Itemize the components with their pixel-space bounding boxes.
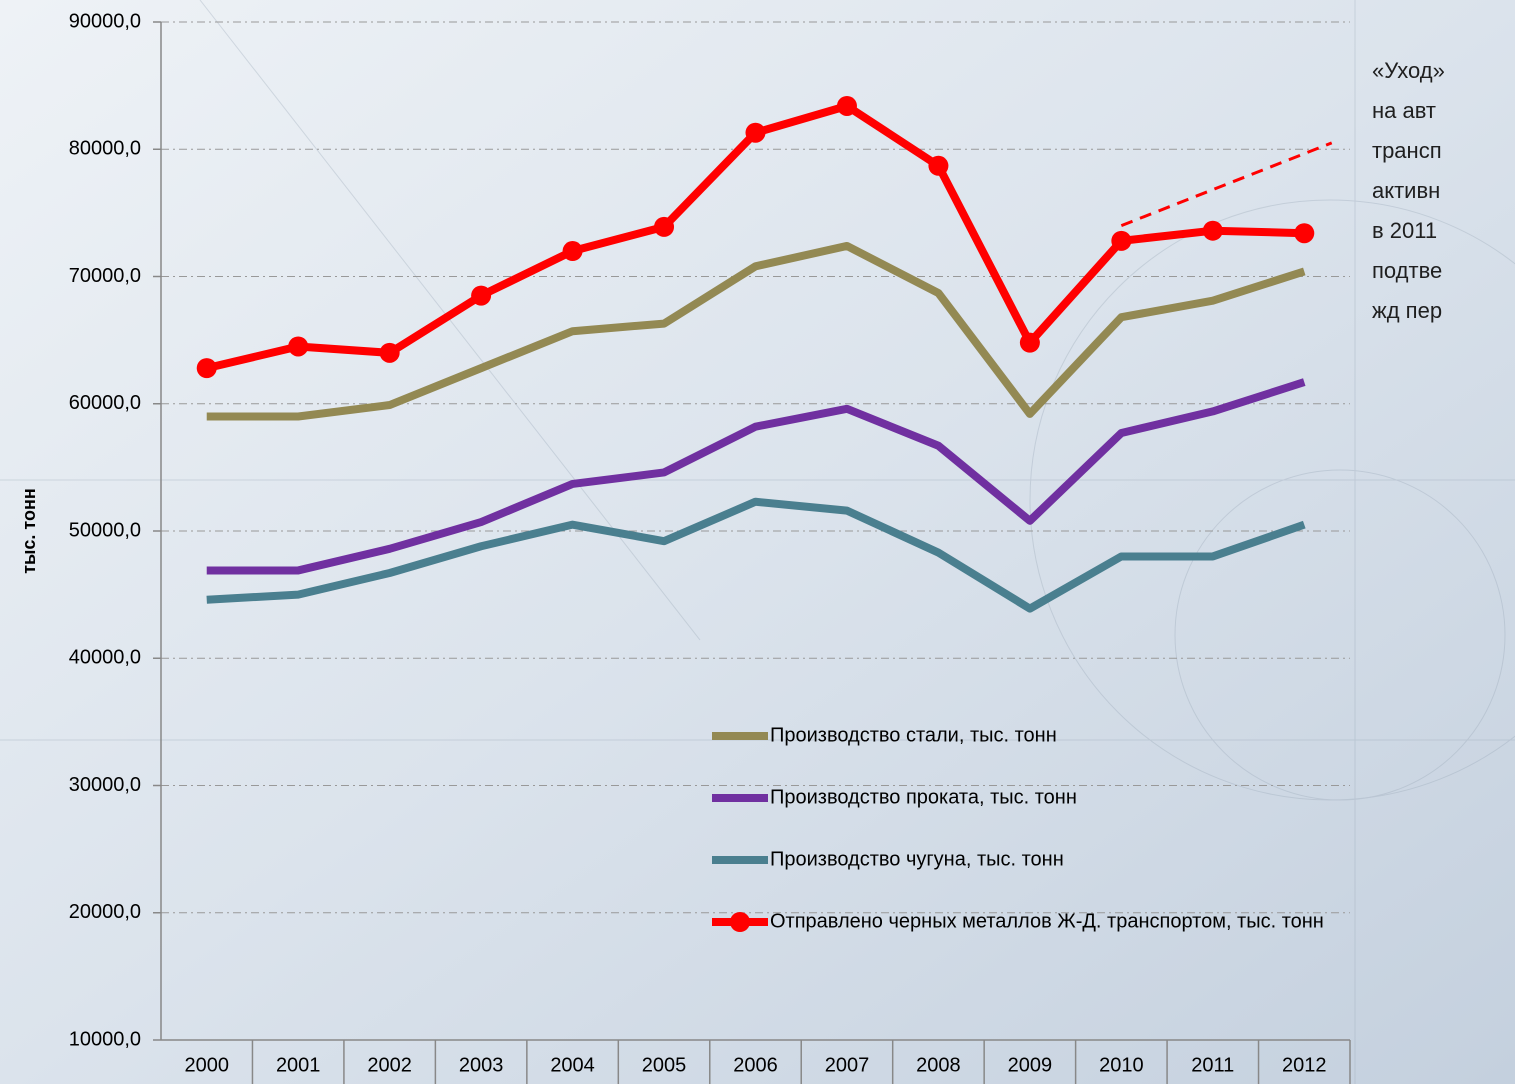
x-tick-label: 2010 [1099,1054,1144,1076]
data-point [1019,332,1040,353]
y-tick-label: 10000,0 [69,1028,141,1050]
x-tick-label: 2012 [1282,1054,1327,1076]
x-tick-label: 2006 [733,1054,778,1076]
legend-label: Производство чугуна, тыс. тонн [770,848,1064,870]
annotation-line: в 2011 [1372,218,1437,243]
legend-marker [730,912,750,932]
legend-label: Производство проката, тыс. тонн [770,786,1077,808]
trend-line [1120,141,1333,227]
data-point [471,285,492,306]
annotation-line: трансп [1372,138,1442,163]
x-tick-label: 2005 [642,1054,687,1076]
x-tick-label: 2000 [184,1054,229,1076]
data-point [1202,220,1223,241]
x-tick-label: 2011 [1191,1054,1234,1076]
data-point [562,241,583,262]
data-point [196,358,217,379]
data-point [745,122,766,143]
series-line [206,378,1306,575]
data-point [1111,230,1132,251]
x-tick-label: 2008 [916,1054,961,1076]
y-tick-label: 90000,0 [69,10,141,32]
annotation-line: активн [1372,178,1440,203]
data-point [288,336,309,357]
y-tick-label: 50000,0 [69,519,141,541]
legend-label: Производство стали, тыс. тонн [770,724,1057,746]
data-point [1294,223,1315,244]
y-tick-label: 40000,0 [69,647,141,669]
series-line [206,497,1306,613]
x-tick-label: 2007 [825,1054,870,1076]
y-tick-label: 20000,0 [69,901,141,923]
annotation-line: «Уход» [1372,58,1445,83]
annotation-line: подтве [1372,258,1442,283]
y-tick-label: 60000,0 [69,392,141,414]
y-tick-label: 80000,0 [69,138,141,160]
data-point [928,155,949,176]
x-tick-label: 2004 [550,1054,595,1076]
data-point [654,216,675,237]
annotation: «Уход» на авт трансп активн в 2011 подтве жд п… [1372,58,1445,323]
series-line [206,241,1306,421]
data-point [836,95,857,116]
x-tick-label: 2001 [276,1054,321,1076]
y-tick-label: 30000,0 [69,774,141,796]
x-tick-label: 2003 [459,1054,504,1076]
x-tick-label: 2009 [1008,1054,1053,1076]
x-tick-label: 2002 [367,1054,412,1076]
annotation-line: жд пер [1372,298,1442,323]
legend-label: Отправлено черных металлов Ж-Д. транспор… [770,910,1324,932]
y-axis-label: тыс. тонн [19,488,39,574]
data-point [379,342,400,363]
annotation-line: на авт [1372,98,1436,123]
y-tick-label: 70000,0 [69,265,141,287]
